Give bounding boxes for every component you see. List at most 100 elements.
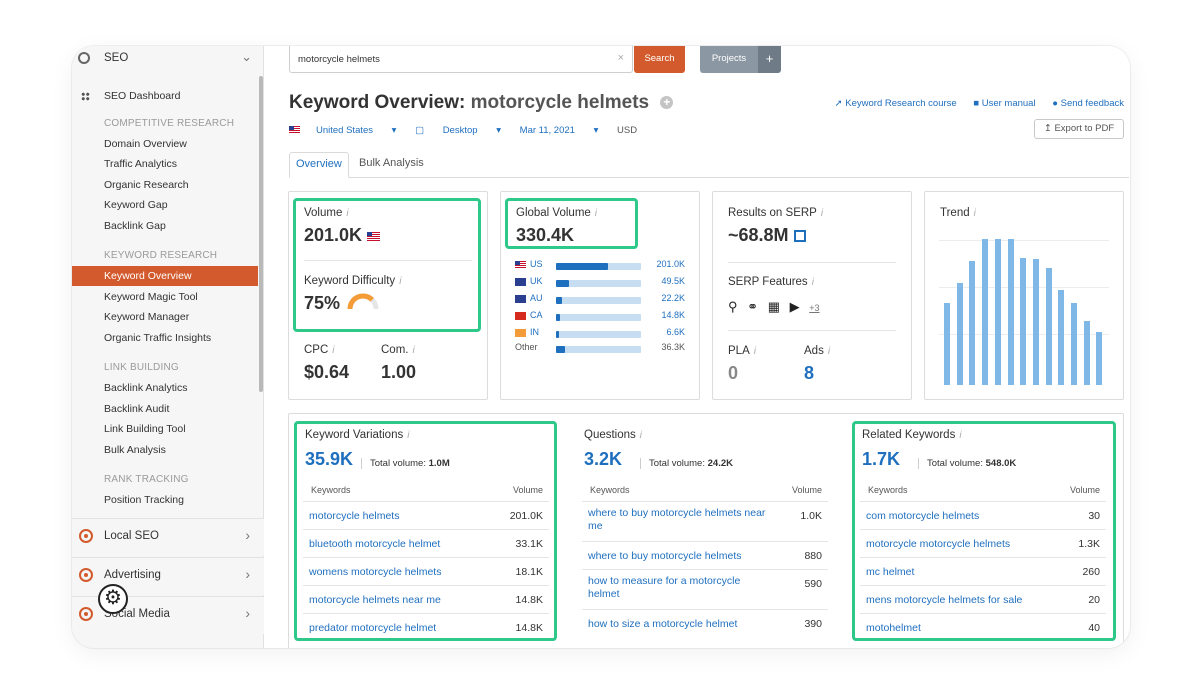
keyword-link[interactable]: how to size a motorcycle helmet (588, 618, 738, 630)
country-volume: 6.6K (666, 327, 685, 337)
keyword-link[interactable]: motorcycle helmets near me (309, 594, 441, 606)
table-row: mc helmet 260 (860, 557, 1106, 585)
info-icon[interactable]: i (399, 276, 402, 287)
other-value: 36.3K (661, 342, 685, 352)
add-icon[interactable]: + (660, 96, 674, 110)
course-link[interactable]: ➚ Keyword Research course (835, 98, 957, 109)
tab-bulk-analysis[interactable]: Bulk Analysis (359, 157, 424, 169)
chevron-down-icon[interactable]: ⌄ (241, 49, 252, 64)
feedback-link[interactable]: ● Send feedback (1052, 98, 1124, 109)
info-icon[interactable]: i (346, 208, 349, 219)
trend-bar (1032, 259, 1039, 385)
serp-snapshot-icon[interactable] (793, 230, 806, 243)
info-icon[interactable]: i (407, 430, 410, 441)
keyword-link[interactable]: womens motorcycle helmets (309, 566, 442, 578)
clear-icon[interactable]: × (617, 52, 624, 64)
ads-value[interactable]: 8 (804, 363, 815, 383)
keyword-ideas-panel (288, 413, 1124, 648)
sidebar-item-keyword-gap[interactable]: Keyword Gap (104, 199, 168, 211)
section-label-text: Related Keywords (862, 429, 956, 441)
section-count[interactable]: 1.7K (862, 449, 901, 469)
serp-label: Results on SERP i (728, 207, 823, 219)
keyword-link[interactable]: where to buy motorcycle helmets (588, 550, 742, 562)
keyword-link[interactable]: motohelmet (866, 622, 921, 634)
info-icon[interactable]: i (811, 277, 814, 288)
keyword-volume: 18.1K (515, 566, 543, 578)
keyword-link[interactable]: mens motorcycle helmets for sale (866, 594, 1023, 606)
device-select[interactable]: ▢ Desktop ▾ (415, 125, 502, 136)
section-count[interactable]: 3.2K (584, 449, 623, 469)
sidebar-item-backlink-gap[interactable]: Backlink Gap (104, 220, 166, 232)
keyword-link[interactable]: predator motorcycle helmet (309, 622, 437, 634)
country-bar-bg (556, 314, 641, 321)
device-label: Desktop (442, 125, 478, 136)
keyword-link[interactable]: motorcycle motorcycle helmets (866, 538, 1011, 550)
tab-overview[interactable]: Overview (289, 152, 349, 178)
sidebar-scrollbar[interactable] (259, 76, 263, 392)
sidebar-item-traffic-analytics[interactable]: Traffic Analytics (104, 158, 177, 170)
info-icon[interactable]: i (594, 208, 598, 219)
sidebar-item-keyword-manager[interactable]: Keyword Manager (104, 311, 190, 323)
add-project-button[interactable]: + (758, 46, 781, 73)
manual-link[interactable]: ■ User manual (973, 98, 1035, 109)
info-icon[interactable]: i (412, 345, 415, 356)
section-count[interactable]: 35.9K (305, 449, 354, 469)
ads-label: Ads i (804, 345, 830, 357)
trend-bar (1020, 258, 1027, 385)
keyword-link[interactable]: how to measure for a motorcycle helmet (588, 575, 741, 600)
serp-label-text: Results on SERP (728, 207, 817, 219)
info-icon[interactable]: i (639, 430, 643, 441)
sidebar-item-position-tracking[interactable]: Position Tracking (104, 494, 184, 506)
keyword-link[interactable]: com motorcycle helmets (866, 510, 980, 522)
keyword-link[interactable]: motorcycle helmets (309, 510, 400, 522)
difficulty-label-text: Keyword Difficulty (304, 275, 396, 287)
sidebar-item-bulk-analysis[interactable]: Bulk Analysis (104, 444, 166, 456)
info-icon[interactable]: i (820, 208, 824, 219)
keyword-link[interactable]: mc helmet (866, 566, 915, 578)
info-icon[interactable]: i (332, 345, 335, 356)
info-icon[interactable]: i (827, 346, 831, 357)
more-features[interactable]: +3 (809, 303, 820, 313)
reviews-icon: ▦ (767, 299, 780, 314)
trend-card: Trend i (924, 191, 1124, 400)
country-code: US (530, 259, 543, 269)
header-links: ➚ Keyword Research course ■ User manual … (821, 98, 1124, 109)
table-row: motorcycle helmets 201.0K (303, 501, 549, 529)
sidebar-item-link-building-tool[interactable]: Link Building Tool (104, 423, 186, 435)
date-select[interactable]: Mar 11, 2021 ▾ (519, 125, 599, 136)
country-bar-fill (556, 331, 559, 338)
search-input[interactable]: motorcycle helmets × (289, 46, 633, 73)
sidebar-item-organic-research[interactable]: Organic Research (104, 179, 189, 191)
sidebar-item-organic-traffic-insights[interactable]: Organic Traffic Insights (104, 332, 212, 344)
chevron-right-icon: › (245, 527, 250, 543)
keyword-volume: 1.0K (800, 510, 822, 522)
trend-label: Trend i (940, 207, 976, 219)
country-code: UK (530, 276, 543, 286)
chevron-right-icon: › (245, 605, 250, 621)
seo-menu-header[interactable]: SEO ⌄ (72, 46, 264, 72)
sidebar-item-keyword-magic-tool[interactable]: Keyword Magic Tool (104, 291, 198, 303)
info-icon[interactable]: i (959, 430, 962, 441)
projects-button[interactable]: Projects (700, 46, 758, 73)
search-button[interactable]: Search (634, 46, 685, 73)
export-pdf-button[interactable]: ↥ Export to PDF (1034, 119, 1124, 139)
related-keywords-section: Related Keywords i 1.7K Total volume: 548.0… (852, 421, 1114, 641)
feedback-link-label: Send feedback (1060, 98, 1124, 109)
sidebar-group-local-seo[interactable]: Local SEO › (72, 518, 264, 556)
info-icon[interactable]: i (973, 208, 976, 219)
keyword-link[interactable]: where to buy motorcycle helmets near me (588, 507, 766, 532)
country-select[interactable]: United States ▾ (289, 125, 396, 136)
table-row: where to buy motorcycle helmets 880 (582, 541, 828, 569)
sidebar-item-backlink-analytics[interactable]: Backlink Analytics (104, 382, 188, 394)
sidebar-item-domain-overview[interactable]: Domain Overview (104, 138, 187, 150)
gear-icon[interactable]: ⚙ (98, 584, 128, 614)
desktop-icon: ▢ (415, 125, 425, 136)
sidebar-item-keyword-overview[interactable]: Keyword Overview (72, 266, 258, 286)
country-row-in: IN (515, 327, 539, 337)
keyword-link[interactable]: bluetooth motorcycle helmet (309, 538, 441, 550)
sidebar-item-seo-dashboard[interactable]: SEO Dashboard (72, 86, 258, 106)
info-icon[interactable]: i (753, 346, 756, 357)
keyword-volume: 260 (1082, 566, 1100, 578)
section-label: Related Keywords i (862, 429, 962, 441)
sidebar-item-backlink-audit[interactable]: Backlink Audit (104, 403, 170, 415)
